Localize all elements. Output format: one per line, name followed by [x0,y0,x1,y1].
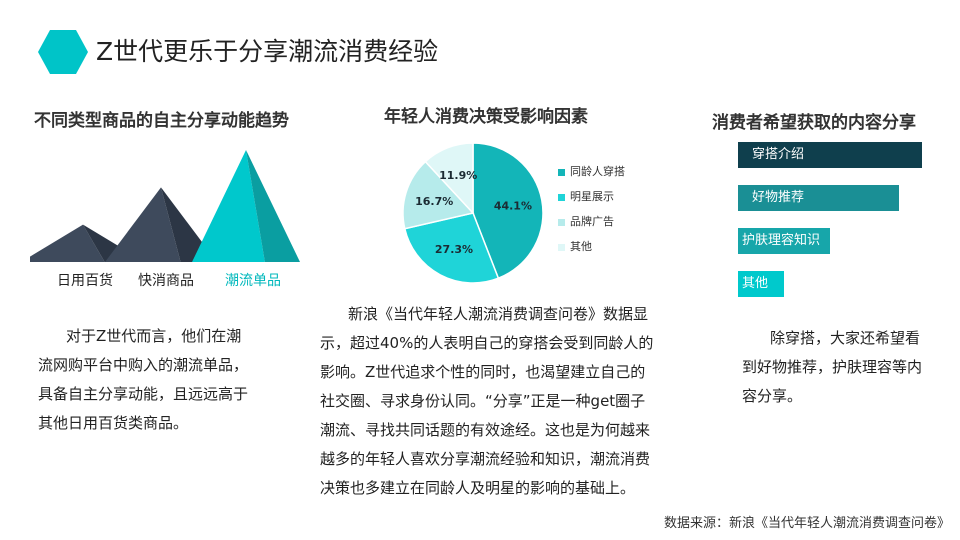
mountain-2 [192,150,300,262]
pie-chart: 44.1% 27.3% 16.7% 11.9% [402,142,544,284]
section3-paragraph: 除穿搭，大家还希望看 到好物推荐，护肤理容等内 容分享。 [742,324,952,411]
pie-slice-3 [424,142,474,215]
data-source: 数据来源：新浪《当代年轻人潮流消费调查问卷》 [663,516,950,531]
section3-title: 消费者希望获取的内容分享 [712,113,916,133]
para3-line: 除穿搭，大家还希望看 [770,329,921,347]
pie-slice-2 [402,160,475,230]
mountain-chart [30,150,300,262]
para3-line: 容分享。 [742,387,803,405]
para2-line: 越多的年轻人喜欢分享潮流经验和知识，潮流消费 [320,450,651,468]
hbar-2: 护肤理容知识 [738,228,830,254]
hbar-1: 好物推荐 [738,185,899,211]
legend-item-3: 其他 [558,238,592,254]
para1-line: 流网购平台中购入的潮流单品， [38,356,249,374]
para2-line: 社交圈、寻求身份认同。“分享”正是一种get圈子 [320,392,646,410]
pie-label-3: 11.9% [439,169,477,182]
pie-slice-0 [472,142,544,280]
pie-label-2: 16.7% [415,195,453,208]
legend-item-2: 品牌广告 [558,213,614,229]
legend-label: 品牌广告 [570,215,614,228]
legend-item-0: 同龄人穿搭 [558,163,625,179]
legend-swatch [558,168,565,176]
hexagon-icon [38,30,88,74]
page-title: Z世代更乐于分享潮流消费经验 [96,37,439,66]
section1-paragraph: 对于Z世代而言，他们在潮 流网购平台中购入的潮流单品， 具备自主分享动能，且远远… [38,322,288,438]
para2-line: 决策也多建立在同龄人及明星的影响的基础上。 [320,479,636,497]
mountain-1 [105,187,217,262]
section2-title: 年轻人消费决策受影响因素 [384,107,588,127]
legend-swatch [558,243,565,251]
mountain-label-2: 潮流单品 [225,273,281,289]
legend-item-1: 明星展示 [558,188,614,204]
legend-label: 同龄人穿搭 [570,165,625,178]
legend-label: 其他 [570,240,592,253]
legend-label: 明星展示 [570,190,614,203]
hbar-3: 其他 [738,271,784,297]
para2-line: 新浪《当代年轻人潮流消费调查问卷》数据显 [348,305,649,323]
pie-label-0: 44.1% [494,200,532,213]
legend-swatch [558,218,565,226]
section2-paragraph: 新浪《当代年轻人潮流消费调查问卷》数据显 示，超过40%的人表明自己的穿搭会受到… [320,300,690,503]
hbar-0: 穿搭介绍 [738,142,922,168]
hbar-chart: 穿搭介绍好物推荐护肤理容知识 其他 [738,142,938,302]
mountain-label-1: 快消商品 [138,273,194,289]
para3-line: 到好物推荐，护肤理容等内 [742,358,923,376]
para1-line: 具备自主分享动能，且远远高于 [38,385,249,403]
legend-swatch [558,193,565,201]
para2-line: 潮流、寻找共同话题的有效途经。这也是为何越来 [320,421,651,439]
para2-line: 影响。Z世代追求个性的同时，也渴望建立自己的 [320,363,646,381]
para2-line: 示，超过40%的人表明自己的穿搭会受到同龄人的 [320,334,654,352]
section1-title: 不同类型商品的自主分享动能趋势 [34,111,289,131]
para1-line: 对于Z世代而言，他们在潮 [66,327,242,345]
mountain-label-0: 日用百货 [57,273,113,289]
para1-line: 其他日用百货类商品。 [38,414,189,432]
pie-label-1: 27.3% [435,243,473,256]
pie-slice-1 [403,212,500,284]
